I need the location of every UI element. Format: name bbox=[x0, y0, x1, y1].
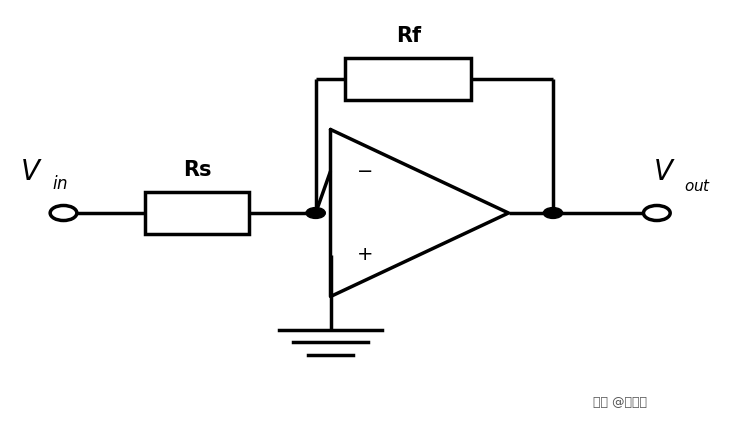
Circle shape bbox=[306, 207, 326, 219]
Text: Rf: Rf bbox=[396, 26, 421, 46]
Text: 头条 @机电匠: 头条 @机电匠 bbox=[592, 396, 646, 409]
Text: $-$: $-$ bbox=[356, 160, 372, 178]
Text: $V$: $V$ bbox=[653, 159, 676, 186]
Text: $V$: $V$ bbox=[20, 159, 43, 186]
Text: $\mathit{in}$: $\mathit{in}$ bbox=[53, 175, 68, 193]
Bar bbox=[345, 58, 472, 100]
Bar bbox=[145, 192, 249, 234]
Text: $\mathit{out}$: $\mathit{out}$ bbox=[683, 178, 711, 194]
Circle shape bbox=[543, 207, 562, 219]
Text: Rs: Rs bbox=[183, 160, 211, 180]
Text: $+$: $+$ bbox=[356, 245, 372, 264]
